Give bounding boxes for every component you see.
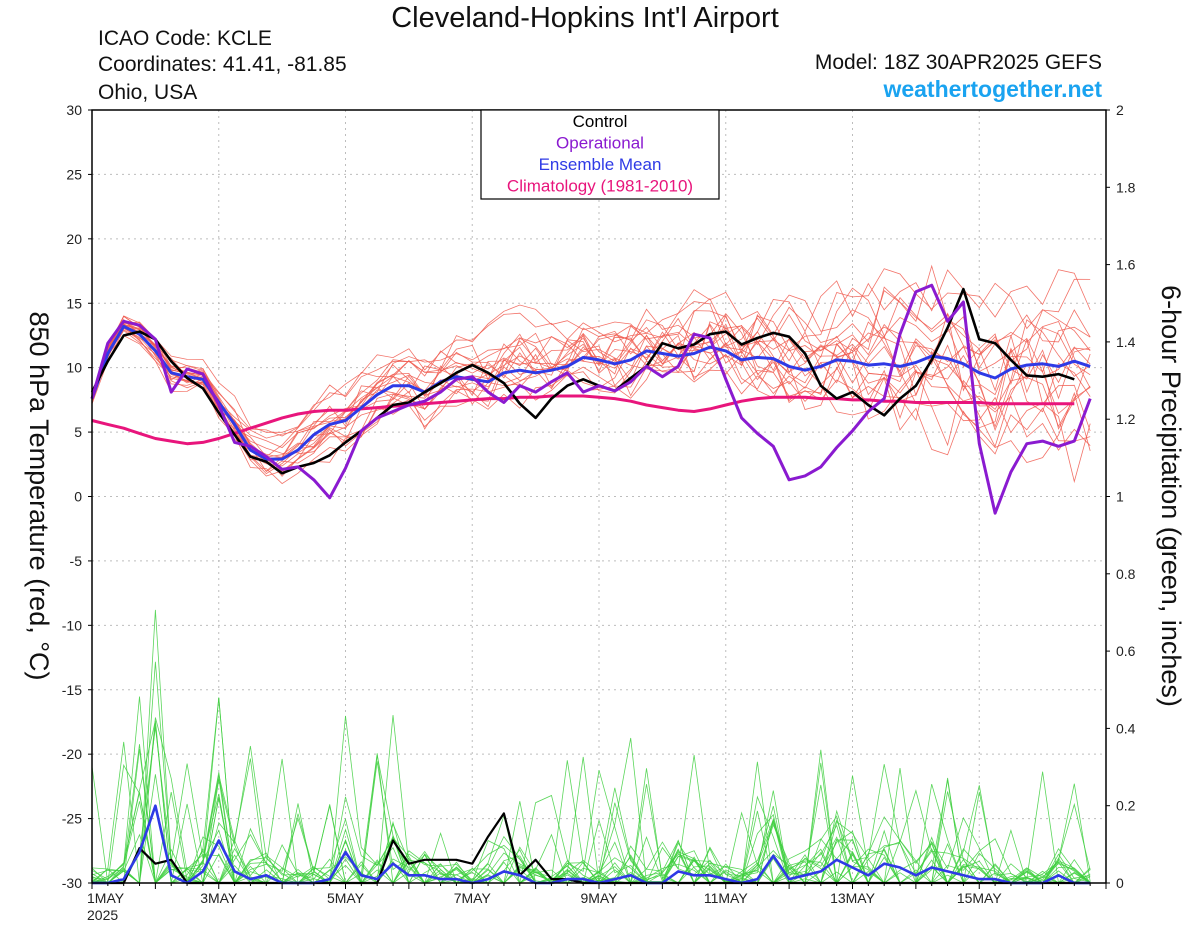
y-tick-label: 0 (74, 489, 82, 505)
location: Ohio, USA (98, 81, 198, 104)
y-axis-label: 850 hPa Temperature (red, °C) (24, 312, 54, 681)
model-run: Model: 18Z 30APR2025 GEFS (814, 51, 1102, 74)
icao-code: ICAO Code: KCLE (98, 27, 272, 50)
temp-member-line (91, 313, 1091, 463)
y-tick-label: -15 (62, 682, 82, 698)
x-tick-label: 11MAY (704, 890, 748, 906)
y2-tick-label: 1.4 (1116, 334, 1136, 350)
y-tick-label: 30 (66, 102, 82, 118)
y2-tick-label: 1.2 (1116, 411, 1136, 427)
axes (88, 109, 1110, 889)
temp-line-ensemble-mean (90, 324, 1091, 461)
y2-tick-label: 0.4 (1116, 720, 1136, 736)
coordinates: Coordinates: 41.41, -81.85 (98, 53, 347, 76)
y2-tick-label: 1.8 (1116, 179, 1136, 195)
chart-title: Cleveland-Hopkins Int'l Airport (391, 2, 779, 34)
legend-item-operational: Operational (556, 134, 644, 153)
precip-line-ensemble-mean (92, 804, 1091, 885)
y2-tick-label: 0 (1116, 875, 1124, 891)
x-tick-label: 1MAY (87, 890, 125, 906)
x-tick-label: 3MAY (200, 890, 238, 906)
precip-member-line (91, 737, 1091, 884)
x-tick-label: 7MAY (454, 890, 492, 906)
y-tick-label: 20 (66, 231, 82, 247)
x-tick-label: 15MAY (957, 890, 1003, 906)
y-tick-label: -30 (62, 875, 82, 891)
x-tick-label: 9MAY (580, 890, 618, 906)
y2-axis-label: 6-hour Precipitation (green, inches) (1156, 285, 1186, 707)
legend-item-ensemble-mean: Ensemble Mean (539, 155, 662, 174)
temp-member-line (91, 310, 1091, 473)
y-tick-label: -10 (62, 617, 82, 633)
y-tick-label: -5 (70, 553, 83, 569)
temp-line-climatology-1981-2010 (91, 394, 1075, 446)
temp-member-line (91, 322, 1091, 449)
temp-member-line (91, 264, 1091, 433)
precip-member-line (91, 697, 1091, 884)
y2-tick-label: 0.2 (1116, 798, 1136, 814)
temp-member-line (91, 315, 1091, 437)
x-tick-label: 13MAY (830, 890, 876, 906)
precip-member-line (91, 696, 1091, 885)
precip-member-line (91, 661, 1091, 885)
temp-line-control (90, 287, 1075, 475)
grid-lines (92, 110, 1106, 883)
y-tick-label: 15 (66, 295, 82, 311)
precip-member-line (91, 697, 1091, 885)
y-tick-label: 5 (74, 424, 82, 440)
x-tick-label: 5MAY (327, 890, 365, 906)
y2-tick-label: 0.8 (1116, 566, 1136, 582)
y2-tick-label: 2 (1116, 102, 1124, 118)
legend-box (480, 109, 720, 200)
tick-labels: 302520151050-5-10-15-20-25-3021.81.61.41… (62, 102, 1136, 923)
y2-tick-label: 1.6 (1116, 257, 1136, 273)
legend-item-climatology-1981-2010: Climatology (1981-2010) (507, 177, 693, 196)
precip-member-line (91, 609, 1091, 885)
legend: Control Operational Ensemble Mean Climatolo… (480, 109, 720, 200)
y-tick-label: -25 (62, 811, 82, 827)
y2-tick-label: 0.6 (1116, 643, 1136, 659)
y-tick-label: 10 (66, 360, 82, 376)
legend-item-control: Control (573, 112, 628, 131)
y2-tick-label: 1 (1116, 489, 1124, 505)
site-link[interactable]: weathertogether.net (883, 76, 1102, 102)
x-year-label: 2025 (87, 907, 118, 923)
y-tick-label: 25 (66, 166, 82, 182)
series-lines (90, 283, 1092, 885)
temp-line-operational (90, 283, 1092, 515)
y-tick-label: -20 (62, 746, 82, 762)
